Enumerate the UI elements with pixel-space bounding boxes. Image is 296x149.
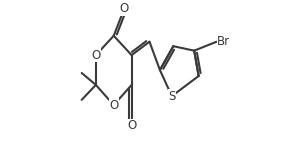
Text: O: O (91, 49, 100, 62)
Text: Br: Br (217, 35, 230, 48)
Text: O: O (127, 119, 136, 132)
Text: O: O (109, 98, 118, 112)
Text: O: O (120, 2, 129, 15)
Text: S: S (168, 90, 176, 103)
